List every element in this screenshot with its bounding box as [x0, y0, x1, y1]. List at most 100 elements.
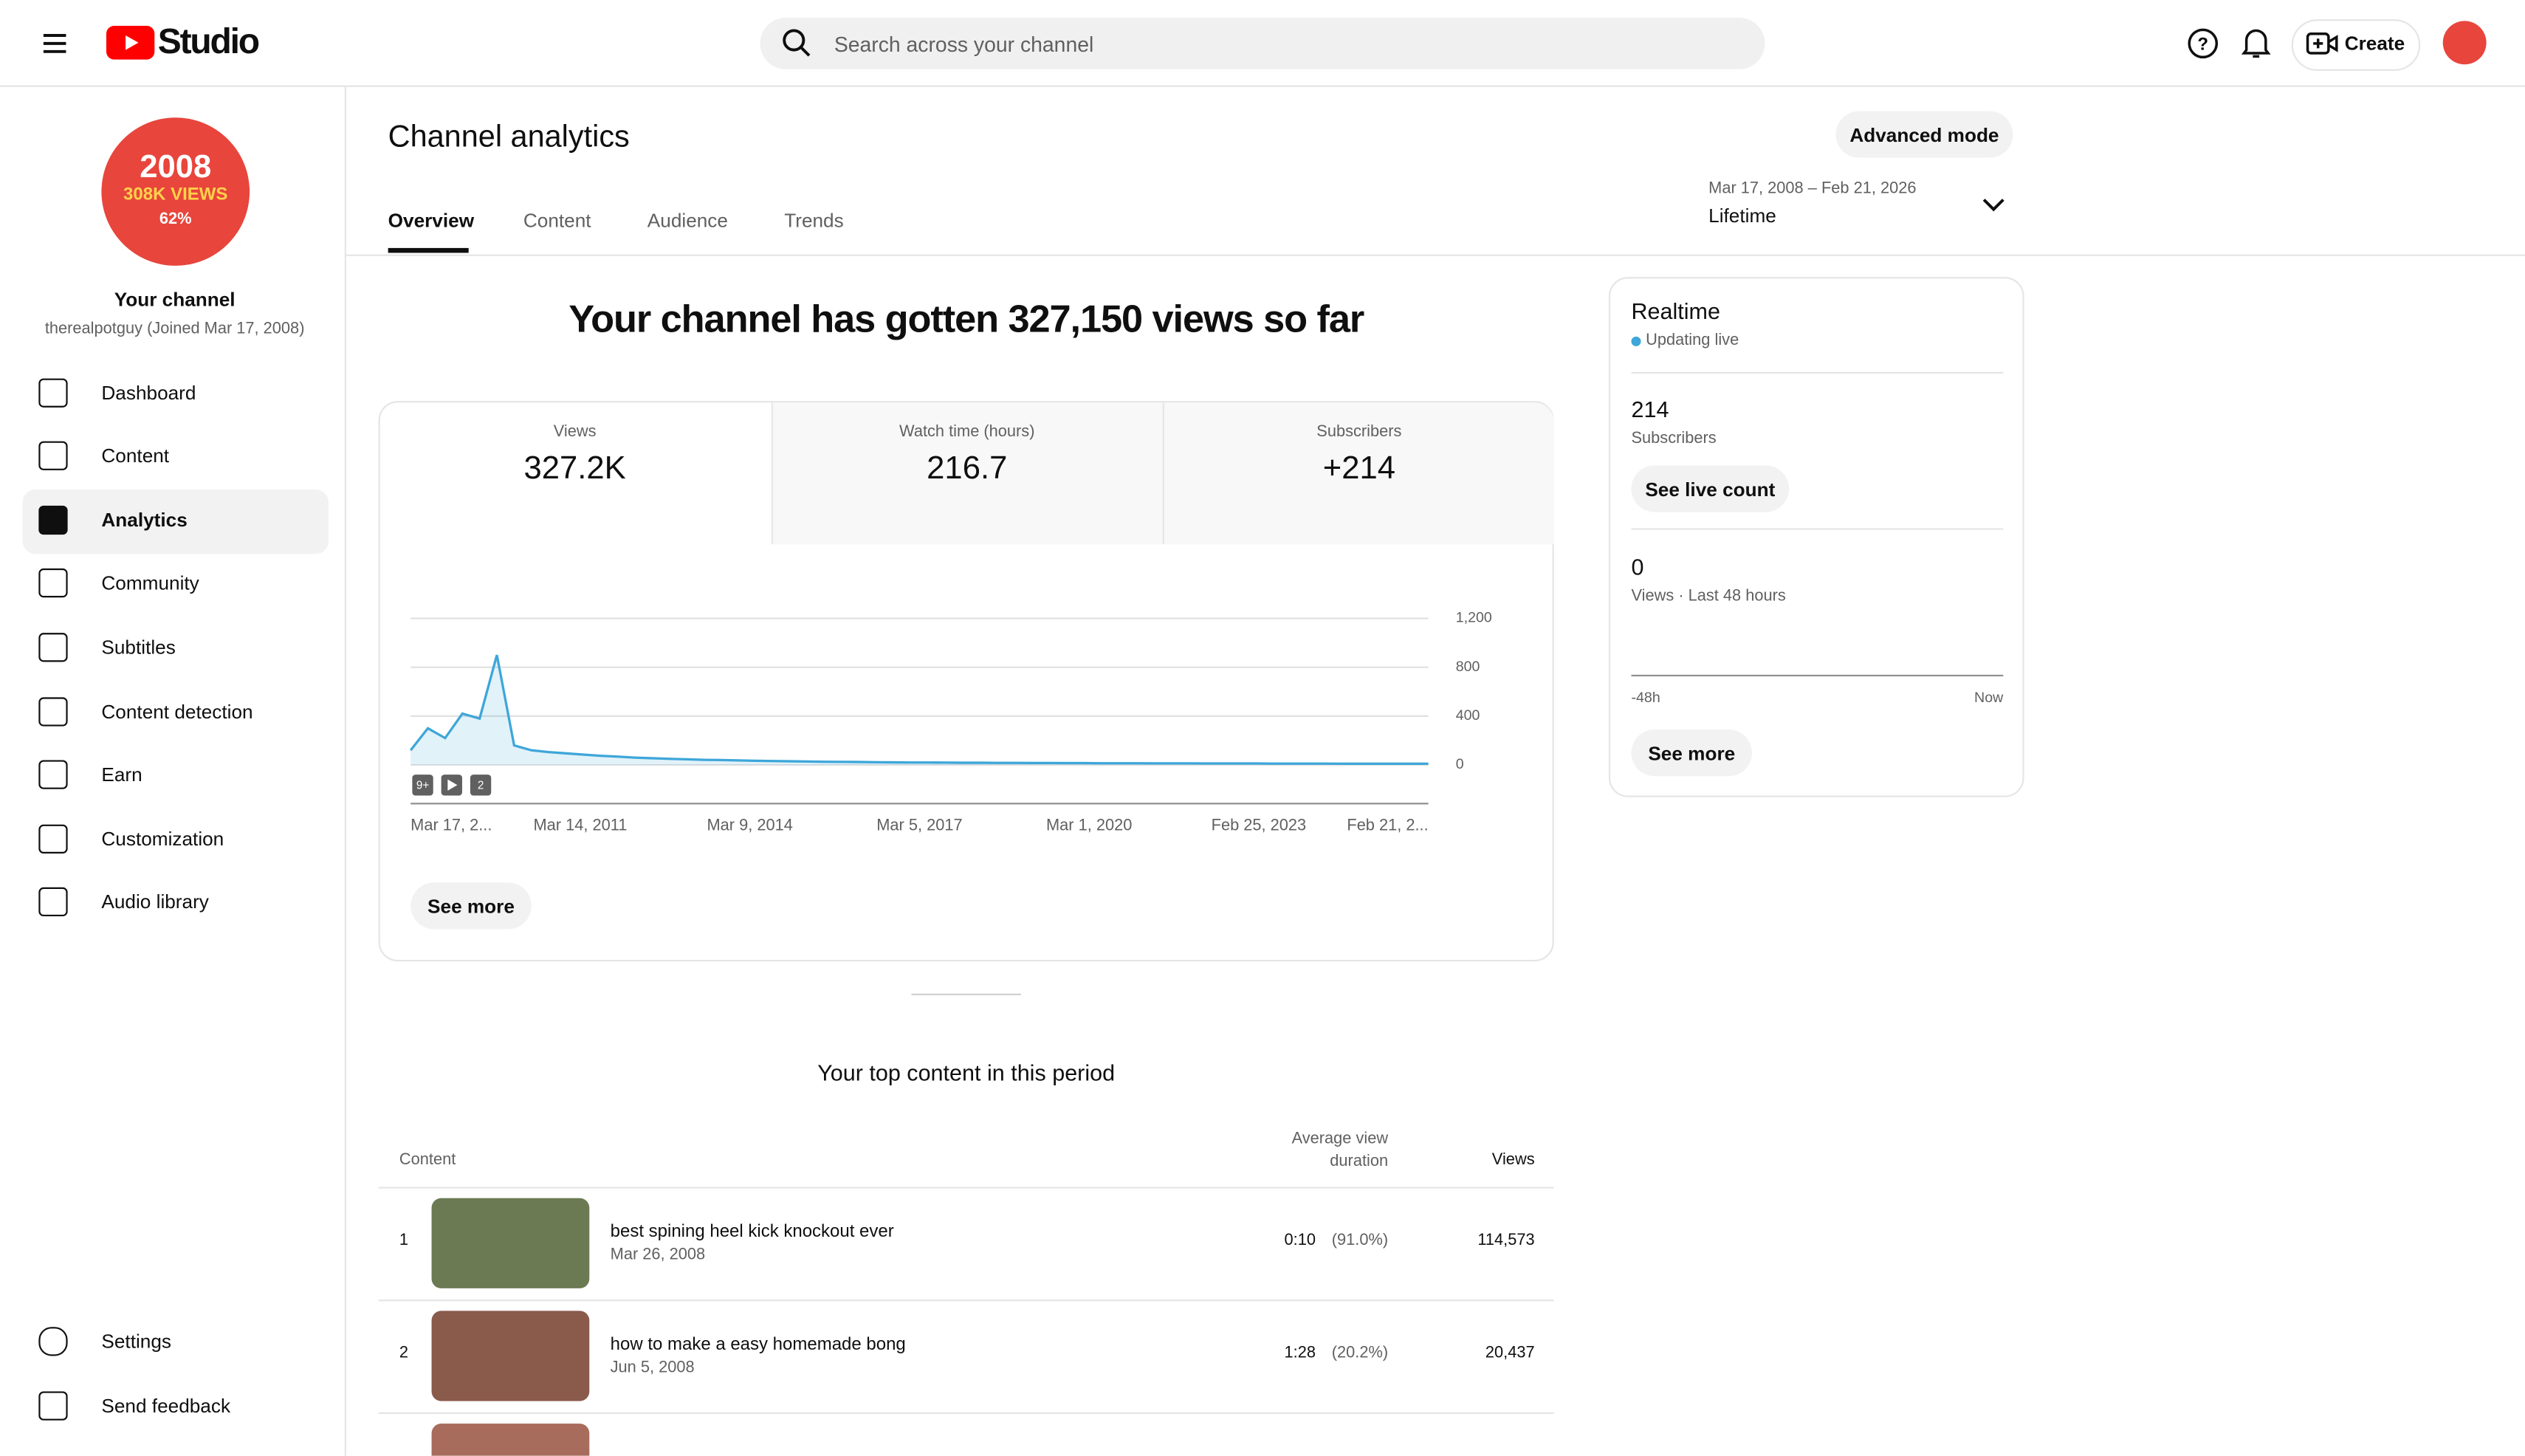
tab-underline [388, 247, 469, 253]
headline: Your channel has gotten 327,150 views so… [568, 298, 1364, 342]
views: 114,573 [1477, 1232, 1535, 1250]
tab[interactable]: Trends [784, 209, 844, 233]
realtime-see-more-button[interactable]: See more [1631, 729, 1753, 777]
row-divider [378, 1187, 1554, 1189]
x-tick-label: Feb 25, 2023 [1212, 816, 1306, 834]
nav-icon[interactable] [38, 1391, 68, 1421]
metric-label[interactable]: Views [553, 423, 597, 442]
channel-handle: therealpotguy (Joined Mar 17, 2008) [44, 320, 305, 339]
nav-icon[interactable] [38, 568, 68, 598]
metric-value[interactable]: 327.2K [523, 450, 626, 487]
badge [470, 775, 492, 796]
avatar-year: 2008 [140, 149, 212, 185]
live-count-button[interactable]: See live count [1631, 465, 1790, 512]
tabs-divider [346, 254, 2525, 256]
nav-icon[interactable] [38, 697, 68, 727]
nav-item[interactable]: Earn [101, 763, 142, 786]
column-header: Average view duration [1291, 1130, 1389, 1171]
menu-icon[interactable] [38, 27, 71, 60]
live-dot [1631, 336, 1641, 346]
tab[interactable]: Content [523, 209, 591, 233]
tab[interactable]: Overview [388, 209, 475, 233]
search-box[interactable] [760, 17, 1765, 69]
realtime-divider [1631, 528, 2004, 530]
nav-icon[interactable] [38, 633, 68, 662]
nav-item[interactable]: Send feedback [101, 1394, 231, 1418]
nav-item[interactable]: Audio library [101, 890, 209, 913]
nav-icon[interactable] [38, 1327, 68, 1356]
account-avatar[interactable] [2442, 21, 2487, 65]
realtime-axis-end: Now [1974, 689, 2004, 706]
metric-value[interactable]: 216.7 [927, 450, 1008, 487]
nav-item[interactable]: Settings [101, 1330, 171, 1353]
advanced-mode-button[interactable]: Advanced mode [1835, 111, 2013, 158]
realtime-axis-start: -48h [1631, 689, 1660, 706]
video-date: Mar 26, 2008 [610, 1246, 706, 1265]
search-placeholder: Search across your channel [834, 32, 1094, 57]
nav-item[interactable]: Analytics [101, 509, 188, 532]
nav-icon[interactable] [38, 887, 68, 917]
metric-label[interactable]: Watch time (hours) [899, 423, 1035, 442]
create-button[interactable] [2291, 19, 2421, 71]
channel-avatar [101, 117, 250, 266]
nav-icon[interactable] [38, 441, 68, 470]
search-icon [783, 29, 811, 57]
help-icon[interactable]: ? [2187, 27, 2219, 60]
date-range[interactable]: Mar 17, 2008 – Feb 21, 2026 [1708, 180, 1917, 199]
video-title[interactable]: how to make a easy homemade bong [610, 1335, 906, 1355]
x-tick-label: Mar 14, 2011 [534, 816, 628, 834]
metrics-divider [1162, 402, 1164, 545]
nav-item[interactable]: Content [101, 444, 170, 467]
avatar-percent: 62% [159, 210, 192, 229]
dropdown-icon[interactable] [1981, 195, 2007, 214]
period[interactable]: Lifetime [1708, 205, 1776, 227]
nav-icon[interactable] [38, 760, 68, 789]
avatar-views: 308K VIEWS [123, 185, 228, 205]
tab[interactable]: Audience [647, 209, 728, 233]
badge [412, 775, 433, 796]
sidebar-divider [344, 86, 346, 1456]
realtime-views: 0 [1631, 554, 1644, 580]
realtime-status: Updating live [1646, 332, 1739, 350]
nav-icon[interactable] [38, 505, 68, 535]
realtime-baseline [1631, 674, 2004, 677]
row-divider [378, 1412, 1554, 1415]
duration: 1:28 [1284, 1345, 1316, 1363]
nav-icon[interactable] [38, 378, 68, 408]
thumbnail[interactable] [431, 1311, 590, 1401]
nav-item[interactable]: Subtitles [101, 636, 176, 659]
metric-value[interactable]: +214 [1322, 450, 1396, 487]
create-icon [2306, 32, 2338, 55]
thumbnail[interactable] [431, 1424, 590, 1456]
nav-item[interactable]: Content detection [101, 700, 253, 724]
nav-active-bg [22, 490, 329, 554]
logo-text[interactable]: Studio [157, 21, 260, 61]
svg-text:?: ? [2197, 34, 2208, 54]
x-tick-label: Mar 17, 2... [410, 816, 492, 834]
logo-icon[interactable] [106, 25, 155, 60]
row-divider [378, 1299, 1554, 1302]
video-title[interactable]: best spining heel kick knockout ever [610, 1222, 894, 1242]
y-tick-label: 1,200 [1456, 610, 1492, 626]
nav-item[interactable]: Dashboard [101, 381, 196, 405]
realtime-subscribers-label: Subscribers [1631, 430, 1717, 448]
video-date: Jun 5, 2008 [610, 1359, 695, 1377]
metric-label[interactable]: Subscribers [1316, 423, 1402, 442]
notifications-icon[interactable] [2240, 26, 2272, 61]
duration: 0:10 [1284, 1232, 1316, 1250]
create-label[interactable]: Create [2344, 32, 2405, 55]
badge-label: 2 [478, 779, 484, 791]
area [410, 655, 1429, 766]
nav-item[interactable]: Customization [101, 828, 224, 851]
nav-icon[interactable] [38, 824, 68, 854]
x-tick-label: Mar 1, 2020 [1046, 816, 1132, 834]
rank: 2 [399, 1345, 409, 1363]
duration-percent: (20.2%) [1331, 1345, 1389, 1363]
y-tick-label: 400 [1456, 707, 1480, 724]
nav-item[interactable]: Community [101, 571, 199, 594]
chart-see-more-button[interactable]: See more [410, 882, 532, 930]
thumbnail[interactable] [431, 1198, 590, 1288]
